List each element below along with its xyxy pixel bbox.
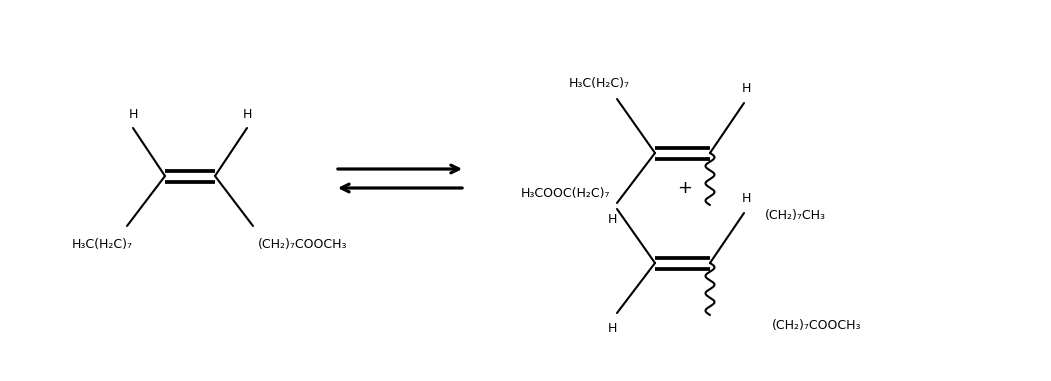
Text: H: H [128,107,138,120]
Text: H: H [741,192,750,205]
Text: (CH₂)₇COOCH₃: (CH₂)₇COOCH₃ [259,237,348,250]
Text: H: H [741,82,750,94]
Text: H₃C(H₂C)₇: H₃C(H₂C)₇ [569,77,630,90]
Text: H: H [607,322,617,336]
Text: (CH₂)₇CH₃: (CH₂)₇CH₃ [765,208,826,221]
Text: +: + [678,179,693,197]
Text: H₃COOC(H₂C)₇: H₃COOC(H₂C)₇ [520,187,610,200]
Text: (CH₂)₇COOCH₃: (CH₂)₇COOCH₃ [772,319,862,331]
Text: H₃C(H₂C)₇: H₃C(H₂C)₇ [71,237,132,250]
Text: H: H [243,107,251,120]
Text: H: H [607,213,617,226]
